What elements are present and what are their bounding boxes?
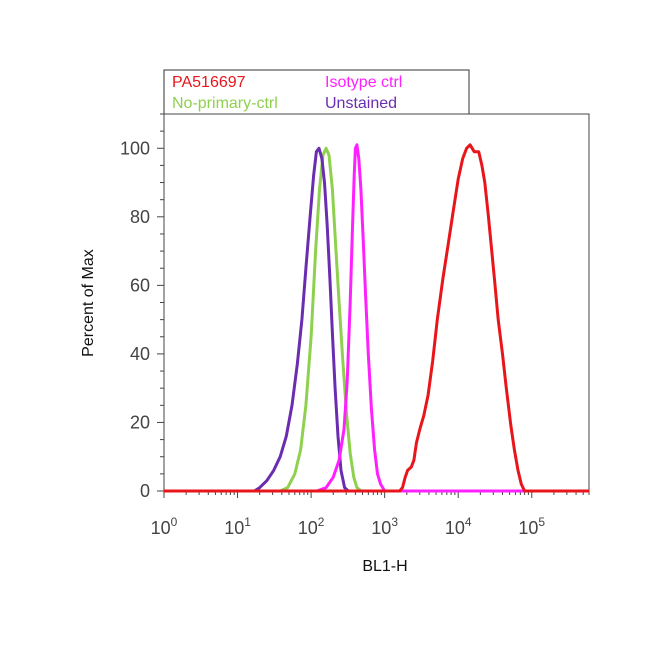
y-tick-label: 0 — [140, 481, 150, 501]
y-tick-label: 40 — [130, 344, 150, 364]
x-tick-label: 105 — [518, 515, 545, 538]
legend-frame — [163, 69, 470, 115]
x-axis: 100 101 102 103 104 105 — [151, 491, 590, 538]
y-tick-label: 60 — [130, 275, 150, 295]
y-tick-label: 100 — [120, 138, 150, 158]
legend-box: PA516697 Isotype ctrl No-primary-ctrl Un… — [163, 69, 470, 115]
series-line-isotype-ctrl — [164, 143, 589, 493]
x-tick-label: 101 — [224, 515, 251, 538]
y-tick-label: 80 — [130, 207, 150, 227]
legend-entry-pa516697: PA516697 — [172, 74, 246, 91]
series-line-unstained — [164, 146, 589, 493]
x-tick-label: 102 — [298, 515, 325, 538]
plot-frame — [163, 113, 590, 492]
series-layer — [164, 143, 589, 493]
series-line-no-primary-ctrl — [164, 146, 589, 493]
y-axis: 0 20 40 60 80 100 — [120, 113, 164, 501]
x-axis-title: BL1-H — [362, 558, 407, 575]
legend-entry-isotype-ctrl: Isotype ctrl — [325, 74, 402, 91]
legend-entry-no-primary-ctrl: No-primary-ctrl — [172, 95, 278, 112]
y-axis-title: Percent of Max — [80, 249, 97, 357]
x-tick-label: 103 — [371, 515, 398, 538]
legend-entry-unstained: Unstained — [325, 95, 397, 112]
series-line-pa516697 — [164, 143, 589, 493]
y-tick-label: 20 — [130, 412, 150, 432]
x-tick-label: 104 — [445, 515, 472, 538]
x-tick-label: 100 — [151, 515, 178, 538]
